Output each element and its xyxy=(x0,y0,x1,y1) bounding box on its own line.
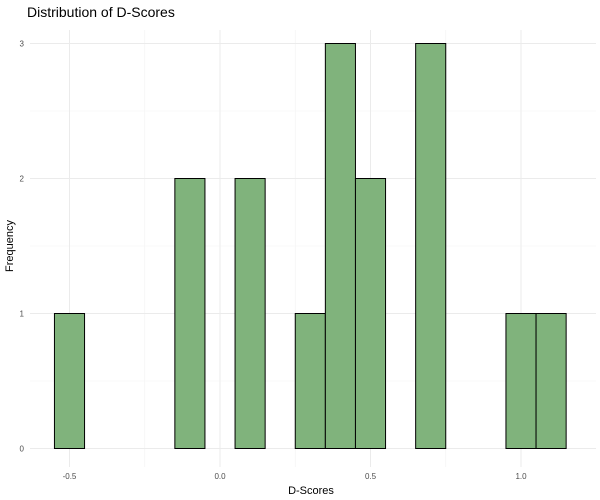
y-axis-ticks: 0 1 2 3 xyxy=(20,40,25,454)
y-tick-label: 1 xyxy=(20,310,25,319)
histogram-bar xyxy=(53,313,86,449)
histogram-bar xyxy=(294,313,326,449)
y-tick-label: 0 xyxy=(20,445,25,454)
histogram-bar xyxy=(505,313,537,449)
histogram-bar xyxy=(535,313,567,449)
histogram-bars xyxy=(53,43,567,449)
y-tick-label: 3 xyxy=(20,40,25,49)
histogram-bar xyxy=(415,43,447,449)
x-tick-label: 0.5 xyxy=(365,472,377,481)
chart-title: Distribution of D-Scores xyxy=(27,4,175,20)
histogram-bar xyxy=(174,178,206,449)
y-axis-title: Frequency xyxy=(4,220,16,272)
x-axis-title: D-Scores xyxy=(288,485,334,497)
histogram-bar xyxy=(324,43,356,449)
histogram-bar xyxy=(234,178,266,449)
x-tick-label: 0.0 xyxy=(214,472,226,481)
x-axis-ticks: -0.5 0.0 0.5 1.0 xyxy=(63,472,528,481)
x-tick-label: 1.0 xyxy=(515,472,527,481)
histogram-bar xyxy=(354,178,387,449)
y-tick-label: 2 xyxy=(20,175,25,184)
x-tick-label: -0.5 xyxy=(63,472,77,481)
grid-lines xyxy=(30,30,596,467)
